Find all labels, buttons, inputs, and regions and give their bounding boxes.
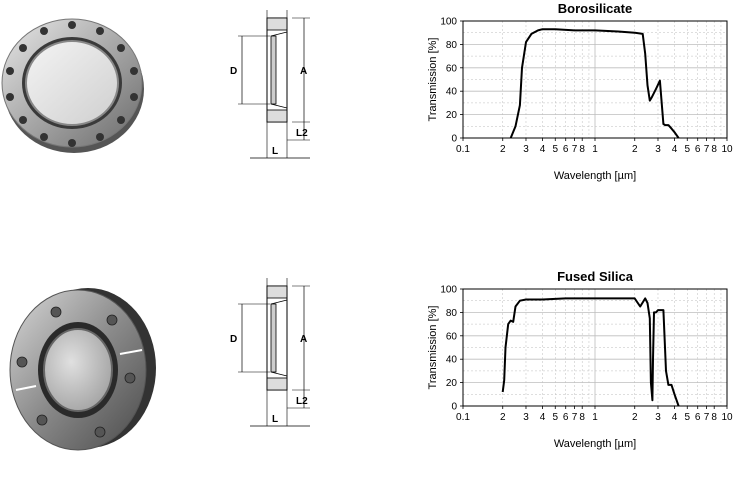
x-tick-label: 0.1 (456, 144, 470, 155)
y-tick-label: 0 (451, 402, 457, 413)
x-tick-label: 1 (592, 412, 598, 423)
series-line-transmission (503, 298, 679, 406)
x-tick-label: 10 (721, 412, 733, 423)
x-tick-label: 3 (523, 144, 529, 155)
y-tick-label: 0 (451, 134, 457, 145)
x-tick-label: 8 (711, 412, 717, 423)
y-axis-title: Transmission [%] (427, 38, 439, 122)
y-tick-label: 20 (446, 110, 458, 121)
x-axis-title: Wavelength [µm] (554, 438, 636, 450)
chart-title: Fused Silica (557, 269, 634, 284)
viewport-panel-fused-silica: A D L L2 0.1 2 3 4 5 6 7 8 1 2 3 4 5 6 7 8 10 0 20 40 60 80 10… (0, 268, 735, 498)
x-tick-label: 7 (572, 144, 578, 155)
x-tick-label: 5 (552, 412, 558, 423)
y-tick-label: 80 (446, 308, 458, 319)
x-tick-label: 3 (655, 412, 661, 423)
x-tick-label: 5 (552, 144, 558, 155)
y-tick-label: 40 (446, 355, 458, 366)
x-tick-label: 2 (632, 412, 638, 423)
y-tick-label: 100 (440, 17, 457, 28)
x-tick-label: 3 (523, 412, 529, 423)
chart-title: Borosilicate (558, 1, 632, 16)
x-tick-label: 4 (540, 144, 546, 155)
x-tick-label: 2 (500, 412, 506, 423)
x-tick-label: 7 (704, 144, 710, 155)
x-axis-title: Wavelength [µm] (554, 170, 636, 182)
x-tick-label: 4 (672, 412, 678, 423)
y-tick-label: 80 (446, 40, 458, 51)
x-tick-label: 2 (500, 144, 506, 155)
y-tick-label: 20 (446, 378, 458, 389)
x-tick-label: 6 (563, 412, 569, 423)
x-tick-label: 5 (684, 144, 690, 155)
x-tick-label: 7 (572, 412, 578, 423)
y-tick-label: 60 (446, 331, 458, 342)
x-tick-label: 6 (695, 412, 701, 423)
x-tick-label: 8 (579, 412, 585, 423)
x-tick-label: 10 (721, 144, 733, 155)
x-tick-label: 6 (563, 144, 569, 155)
x-tick-label: 3 (655, 144, 661, 155)
x-tick-label: 4 (672, 144, 678, 155)
x-tick-label: 4 (540, 412, 546, 423)
x-tick-label: 8 (711, 144, 717, 155)
x-tick-label: 8 (579, 144, 585, 155)
viewport-panel-borosilicate: A D L L2 0.1 2 3 4 5 6 7 8 1 2 3 4 5 6 7 8 10 0 20 40 60 80 10… (0, 0, 735, 230)
x-tick-label: 6 (695, 144, 701, 155)
x-tick-label: 0.1 (456, 412, 470, 423)
x-tick-label: 7 (704, 412, 710, 423)
x-tick-label: 2 (632, 144, 638, 155)
y-tick-label: 40 (446, 87, 458, 98)
x-tick-label: 5 (684, 412, 690, 423)
y-tick-label: 60 (446, 63, 458, 74)
y-tick-label: 100 (440, 285, 457, 296)
x-tick-label: 1 (592, 144, 598, 155)
chart-borosilicate: 0.1 2 3 4 5 6 7 8 1 2 3 4 5 6 7 8 10020406080100Borosili… (0, 0, 735, 200)
y-axis-title: Transmission [%] (427, 306, 439, 390)
